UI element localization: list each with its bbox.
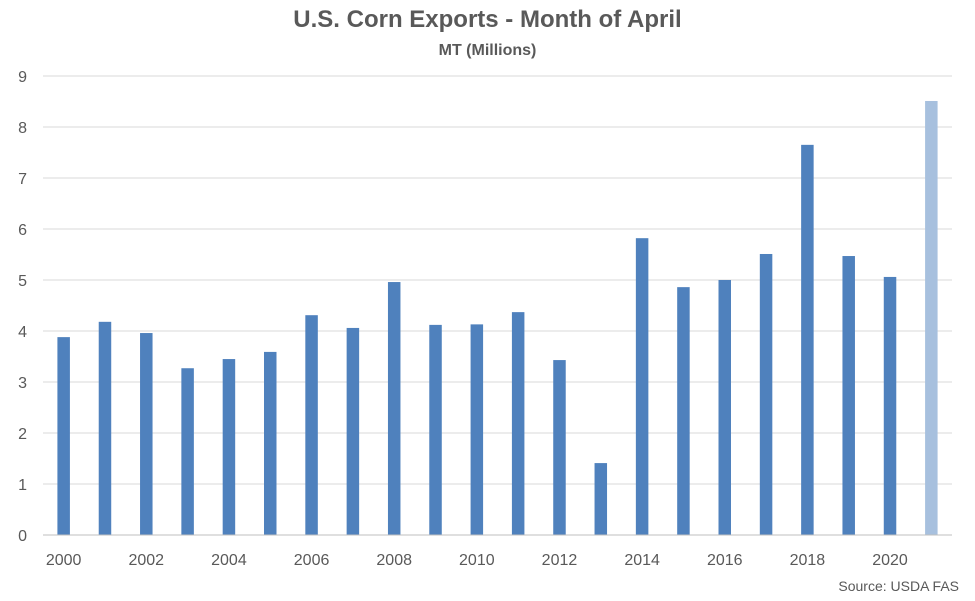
x-tick-label-2004: 2004 xyxy=(211,552,247,569)
x-tick-label-2012: 2012 xyxy=(542,552,578,569)
bar-2007 xyxy=(346,327,360,535)
source-note: Source: USDA FAS xyxy=(838,578,959,594)
bar-2014 xyxy=(635,238,649,535)
x-tick-labels: 2000 2002 2004 2006 2008 2010 2012 2014 2016 2018… xyxy=(46,552,908,569)
bar-2019 xyxy=(842,256,855,535)
y-tick-labels: 0 1 2 3 4 5 6 7 8 9 xyxy=(18,69,27,545)
x-tick-label-2020: 2020 xyxy=(872,552,908,569)
x-tick-label-2006: 2006 xyxy=(294,552,330,569)
chart-subtitle: MT (Millions) xyxy=(438,42,537,59)
y-tick-label-1: 1 xyxy=(18,477,27,494)
bar-2013 xyxy=(594,463,608,535)
bar-2003 xyxy=(181,368,194,535)
bar-2005 xyxy=(264,351,277,535)
bar-2001 xyxy=(98,321,112,535)
bar-2015 xyxy=(677,287,690,535)
y-tick-label-7: 7 xyxy=(18,171,27,188)
gridlines xyxy=(43,75,952,485)
x-tick-label-2016: 2016 xyxy=(707,552,743,569)
bar-2006 xyxy=(305,315,318,535)
bar-2012 xyxy=(553,360,566,535)
y-tick-label-8: 8 xyxy=(18,120,27,137)
y-tick-label-5: 5 xyxy=(18,273,27,290)
bar-2008 xyxy=(387,282,401,535)
bar-2004 xyxy=(222,359,236,535)
bar-2018 xyxy=(801,144,814,535)
bar-2000 xyxy=(57,337,70,535)
bar-2009 xyxy=(429,324,442,535)
y-tick-label-3: 3 xyxy=(18,375,27,392)
bar-2017 xyxy=(759,253,773,536)
y-tick-label-9: 9 xyxy=(18,69,27,86)
x-tick-label-2000: 2000 xyxy=(46,552,82,569)
bar-2016 xyxy=(718,280,731,535)
x-tick-label-2014: 2014 xyxy=(624,552,660,569)
x-tick-label-2018: 2018 xyxy=(790,552,826,569)
bar-2011 xyxy=(511,312,525,535)
bar-2002 xyxy=(140,333,153,535)
y-tick-label-0: 0 xyxy=(18,528,27,545)
bars xyxy=(57,100,938,536)
y-tick-label-6: 6 xyxy=(18,222,27,239)
y-tick-label-2: 2 xyxy=(18,426,27,443)
x-tick-label-2008: 2008 xyxy=(376,552,412,569)
chart-title: U.S. Corn Exports - Month of April xyxy=(293,6,682,33)
x-tick-label-2002: 2002 xyxy=(128,552,164,569)
y-tick-label-4: 4 xyxy=(18,324,27,341)
bar-2020 xyxy=(883,276,897,535)
x-tick-label-2010: 2010 xyxy=(459,552,495,569)
bar-2010 xyxy=(470,324,484,535)
bar-2021 xyxy=(925,100,938,536)
